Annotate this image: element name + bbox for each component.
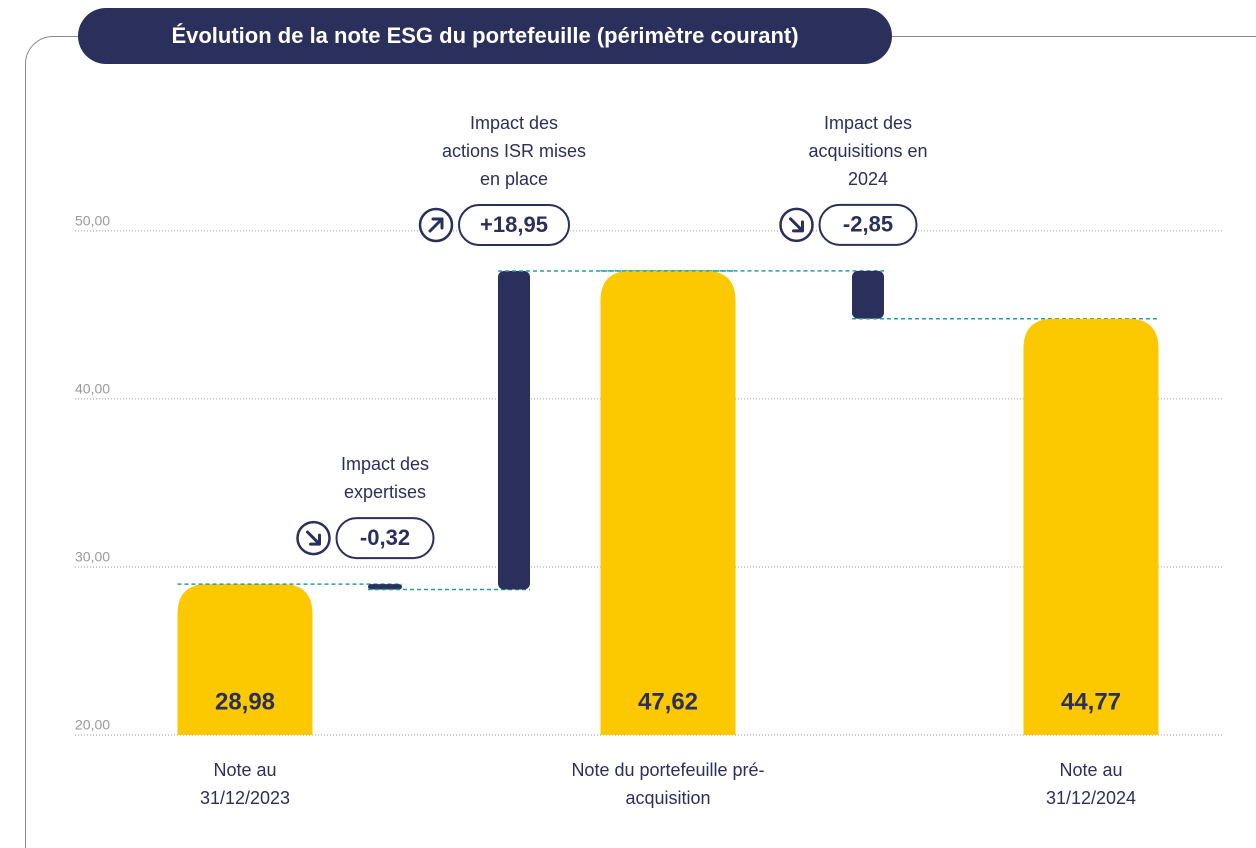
bar bbox=[852, 270, 884, 319]
value-label: -2,85 bbox=[843, 212, 893, 237]
bar bbox=[600, 270, 736, 735]
badge-pill bbox=[818, 203, 918, 246]
value-label: 47,62 bbox=[638, 688, 698, 715]
arrow-icon bbox=[306, 530, 321, 546]
bar bbox=[368, 584, 402, 590]
badge-pill bbox=[335, 517, 435, 560]
x-tick-label: Note au 31/12/2023 bbox=[199, 760, 291, 808]
x-tick-label: Note au 31/12/2024 bbox=[1045, 760, 1137, 808]
arrow-icon bbox=[789, 217, 804, 233]
value-label: 44,77 bbox=[1061, 688, 1121, 715]
value-label: 28,98 bbox=[215, 688, 275, 715]
y-tick-label: 50,00 bbox=[75, 213, 110, 229]
chart-title: Évolution de la note ESG du portefeuille… bbox=[78, 8, 892, 64]
arrow-icon bbox=[428, 217, 444, 233]
y-tick-label: 30,00 bbox=[75, 549, 110, 565]
value-label: -0,32 bbox=[360, 525, 410, 550]
y-tick-label: 20,00 bbox=[75, 717, 110, 733]
impact-label: Impact des actions ISR mises en place bbox=[441, 113, 587, 189]
bar bbox=[177, 584, 313, 735]
impact-label: Impact des expertises bbox=[340, 454, 430, 503]
bar bbox=[1023, 318, 1159, 735]
impact-label: Impact des acquisitions en 2024 bbox=[808, 112, 928, 189]
x-tick-label: Note du portefeuille pré-acquisition bbox=[571, 760, 765, 808]
bar bbox=[498, 270, 530, 590]
badge-pill bbox=[458, 203, 570, 246]
y-tick-label: 40,00 bbox=[75, 381, 110, 397]
value-label: +18,95 bbox=[480, 212, 548, 237]
